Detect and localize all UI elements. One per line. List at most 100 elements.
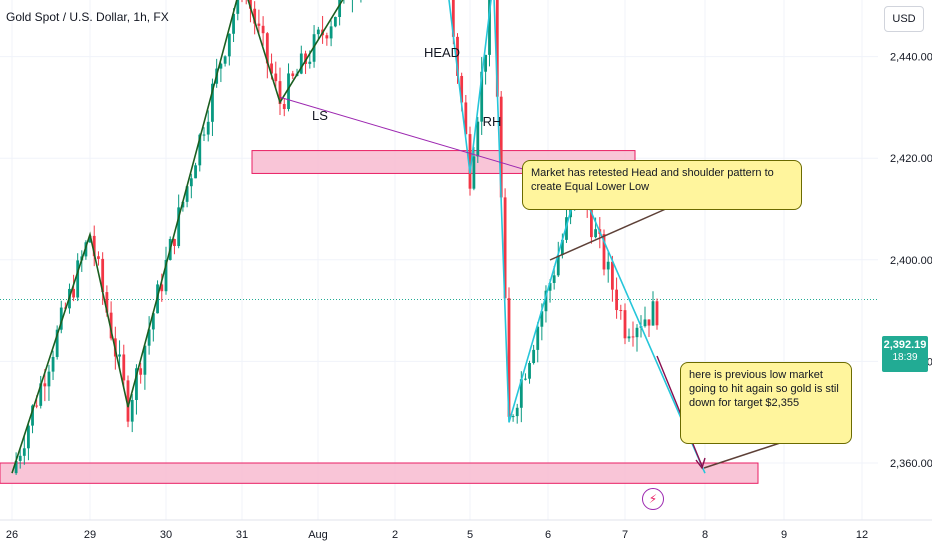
candle-body (615, 289, 618, 311)
pattern-label-ls: LS (312, 108, 328, 123)
candle-body (270, 63, 273, 74)
candle-body (143, 345, 147, 375)
candle-body (515, 407, 519, 417)
candle-body (88, 235, 92, 243)
candle-body (227, 33, 231, 57)
supply-demand-zone (0, 462, 759, 484)
candle-body (333, 16, 337, 27)
candle-body (202, 134, 206, 136)
x-tick-label: 7 (622, 529, 628, 541)
pattern-label-rh: RH (483, 114, 502, 129)
annotation-callout-retest[interactable]: Market has retested Head and shoulder pa… (522, 160, 802, 210)
candle-body (139, 368, 143, 375)
candle-body (118, 354, 121, 357)
candle-body (299, 53, 303, 74)
candle-body (338, 0, 342, 17)
candle-body (14, 460, 18, 474)
callout-pointer (549, 207, 669, 261)
candle-body (548, 282, 552, 291)
chart-title: Gold Spot / U.S. Dollar, 1h, FX (6, 10, 169, 24)
candle-body (476, 121, 480, 157)
candle-body (611, 261, 614, 290)
callout-pointer (703, 442, 781, 469)
candle-body (623, 310, 627, 339)
candle-body (304, 53, 307, 64)
candle-body (282, 104, 286, 110)
x-tick-label: Aug (308, 529, 328, 541)
candle-body (135, 368, 138, 400)
y-tick-label: 2,420.00 (890, 153, 932, 165)
candle-body (472, 156, 476, 189)
candle-body (22, 448, 26, 456)
candle-body (291, 73, 295, 77)
candle-body (631, 336, 635, 338)
annotation-callout-target[interactable]: here is previous low market going to hit… (680, 362, 852, 444)
candle-body (536, 326, 540, 350)
candle-body (456, 36, 459, 76)
y-tick-label: 2,440.00 (890, 52, 932, 64)
candle-body (122, 354, 126, 381)
candle-body (464, 102, 468, 135)
candle-body (151, 313, 155, 330)
lightning-bolt-icon[interactable]: ⚡ (642, 488, 664, 510)
candle-body (76, 260, 80, 298)
candle-body (316, 29, 320, 35)
candle-body (619, 310, 623, 312)
projection-wave-line (448, 0, 706, 474)
candle-body (147, 329, 151, 346)
candle-body (164, 259, 168, 292)
candle-body (206, 121, 210, 135)
candle-body (590, 209, 593, 238)
candle-body (655, 301, 659, 326)
candle-body (274, 73, 278, 82)
x-tick-label: 8 (702, 529, 708, 541)
candle-body (31, 405, 34, 426)
candle-body (55, 329, 59, 357)
last-price-tag: 2,392.19 18:39 (882, 336, 928, 372)
candle-body (130, 399, 134, 422)
candle-body (185, 186, 189, 202)
time-axis[interactable]: 26 29 30 31 Aug 2 5 6 7 8 9 12 (0, 519, 932, 541)
x-tick-label: 12 (856, 529, 868, 541)
candle-body (109, 312, 113, 339)
candle-body (606, 261, 610, 270)
candle-body (643, 319, 647, 327)
candle-body (325, 35, 329, 39)
candle-body (594, 229, 597, 238)
candle-body (35, 405, 39, 407)
candle-body (51, 356, 55, 372)
candle-body (627, 336, 631, 339)
price-axis[interactable]: 2,480.002,460.002,440.002,420.002,400.00… (878, 0, 932, 520)
candle-body (552, 275, 556, 283)
candle-body (488, 0, 491, 55)
candle-body (219, 63, 223, 69)
y-tick-label: 2,360.00 (890, 458, 932, 470)
target-arrow-head (695, 457, 706, 470)
price-axis-bg (878, 0, 932, 520)
candle-body (43, 383, 47, 387)
candle-body (72, 288, 75, 298)
x-tick-label: 30 (160, 529, 172, 541)
pattern-drawings: LS HEAD RH (11, 0, 781, 474)
candle-body (519, 379, 523, 408)
candle-body (278, 81, 282, 105)
x-tick-label: 29 (84, 529, 96, 541)
candle-body (484, 54, 487, 72)
candle-body (651, 301, 655, 326)
candle-body (39, 383, 43, 406)
candle-body (189, 178, 193, 187)
candle-body (480, 71, 484, 122)
x-tick-label: 9 (781, 529, 787, 541)
candle-body (460, 75, 464, 103)
candle-body (544, 290, 548, 312)
currency-button[interactable]: USD (884, 6, 924, 32)
candle-body (97, 256, 100, 259)
candle-body (503, 197, 507, 299)
last-price: 2,392.19 (883, 339, 927, 351)
pattern-label-head: HEAD (424, 45, 460, 60)
candle-body (232, 13, 235, 34)
candle-body (249, 0, 252, 9)
candle-body (524, 378, 527, 380)
y-tick-label: 2,400.00 (890, 255, 932, 267)
